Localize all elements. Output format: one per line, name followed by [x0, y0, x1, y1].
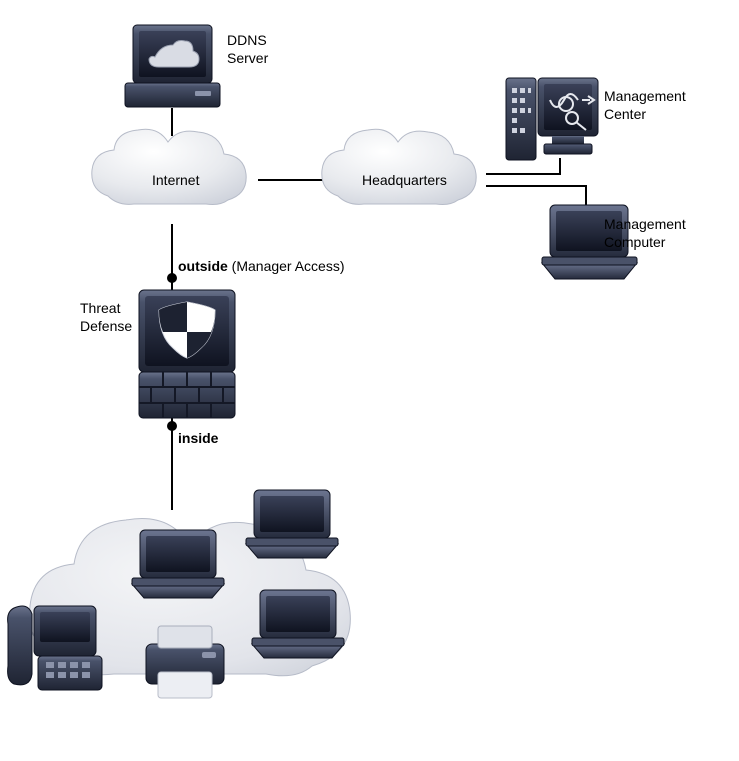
- hq-cloud-icon: [322, 129, 476, 204]
- ddns-server-label: DDNS Server: [227, 32, 268, 67]
- lan-laptop-icon: [252, 590, 344, 658]
- ip-phone-icon: [8, 606, 102, 690]
- internet-cloud-icon: [92, 129, 246, 204]
- lan-laptop-icon: [246, 490, 338, 558]
- hq-cloud-label: Headquarters: [362, 172, 447, 190]
- mgmt-center-label: Management Center: [604, 88, 686, 123]
- ddns-server-icon: [125, 25, 220, 107]
- mgmt-center-icon: [506, 78, 598, 160]
- mgmt-computer-label: Management Computer: [604, 216, 686, 251]
- inside-interface-label: inside: [178, 430, 218, 448]
- threat-defense-icon: [139, 290, 235, 418]
- printer-icon: [146, 626, 224, 698]
- outside-interface-label: outside (Manager Access): [178, 258, 345, 276]
- internet-cloud-label: Internet: [152, 172, 199, 190]
- threat-defense-label: Threat Defense: [80, 300, 132, 335]
- lan-laptop-icon: [132, 530, 224, 598]
